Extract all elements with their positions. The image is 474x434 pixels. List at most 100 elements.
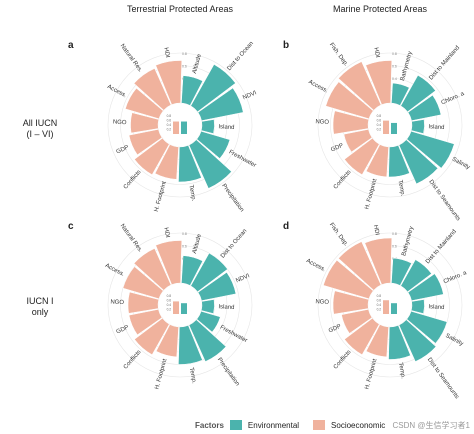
category-label: Temp. [397,362,406,379]
bar-gdp [341,309,373,334]
inner-tick-label: 0.4 [377,123,382,127]
bar-island [201,299,215,314]
bar-hdi [364,237,393,285]
bar-temp [178,145,202,183]
category-label: Temp. [396,180,405,197]
category-label: Island [218,124,234,131]
bar-chloro-a [407,273,444,301]
row-label-iucn-i-line2: only [31,307,49,317]
bar-island [201,119,215,134]
bar-ngo [130,112,159,134]
category-label: Temp. [187,185,196,202]
inner-tick-label: 0.8 [167,294,172,298]
legend-label-environmental: Environmental [247,420,300,430]
ring-tick-label: 0.4 [392,77,397,81]
column-title-terrestrial: Terrestrial Protected Areas [126,4,234,14]
ring-tick-label: 0.8 [392,52,397,56]
category-label: H. Footprint [154,180,168,212]
inner-tick-label: 0.4 [167,303,172,307]
bar-access [122,266,164,300]
category-label: Access. [307,79,329,94]
bar-ndvi [197,271,237,301]
bar-hdi [155,60,182,105]
category-label: H. Footprint [364,178,378,210]
category-label: GDP [116,145,130,156]
grid-circle [107,232,253,378]
ring-tick-label: 0.8 [392,232,397,236]
category-label: Dist to Seamounts [427,179,461,222]
category-label: Fish. Dep. [328,42,349,68]
bar-access [323,259,374,300]
category-label: Access. [305,258,327,273]
ring-tick-label: 0.8 [182,232,187,236]
row-label-all-iucn-line1: All IUCN [22,118,58,128]
bar-precipitation [188,139,232,189]
bar-natural-res [133,248,172,291]
category-label: NGO [110,299,124,306]
category-label: Bathymetry [401,226,415,257]
category-label: HDI [162,227,170,239]
bar-chloro-a [407,94,442,121]
category-label: NGO [315,119,329,126]
category-label: HDI [372,47,380,59]
bar-island [411,299,425,314]
bar-fish-dep [338,241,382,291]
legend-label-socioeconomic: Socioeconomic [331,420,386,430]
category-label: Bathymetry [400,51,414,82]
category-label: Island [428,124,444,131]
inner-bar-socioeconomic [383,120,389,134]
inner-tick-label: 0.6 [377,299,382,303]
bar-h-footprint [155,324,179,358]
bar-conflicts [134,317,170,356]
inner-bar-socioeconomic [173,121,179,134]
legend-title: Factors [195,420,224,430]
bar-h-footprint [365,144,389,178]
inner-bar-socioeconomic [383,300,389,314]
inner-tick-label: 0.2 [377,128,382,132]
category-label: NDVI [235,273,251,284]
bar-gdp [128,129,163,156]
category-label: Fish. Dep. [328,222,349,248]
bar-hdi [155,240,182,285]
row-label-iucn-i-line1: IUCN I [26,296,54,306]
inner-tick-label: 0.6 [377,119,382,123]
bar-freshwater [196,130,231,159]
bar-access [325,81,374,120]
bar-temp [388,145,410,178]
category-label: Altitude [192,233,203,255]
bar-conflicts [344,137,380,176]
category-label: Altitude [192,53,203,75]
category-label: Dist to Ocean [220,228,248,259]
category-label: Dist to Seamounts [426,357,460,400]
bar-gdp [128,309,163,336]
bar-dist-to-mainland [400,259,432,293]
bar-temp [178,325,203,365]
ring-tick-label: 0.6 [392,245,397,249]
category-label: NGO [113,120,127,127]
panel-letter-b: b [283,40,290,51]
bar-h-footprint [154,144,179,180]
category-label: Temp. [188,367,197,384]
category-label: HDI [372,225,380,237]
bar-salinity [406,310,448,344]
category-label: Natural Res. [119,223,144,254]
category-label: NDVI [242,90,258,101]
inner-bar-environmental [391,303,397,314]
bar-altitude [181,75,204,106]
category-label: Freshwater [219,325,248,345]
bar-ngo [332,290,369,315]
bar-h-footprint [365,324,389,358]
category-label: Precipitation [216,357,240,387]
bar-hdi [365,60,392,105]
category-label: GDP [330,143,344,154]
bar-access [125,87,164,120]
category-label: GDP [328,324,342,335]
bar-gdp [343,129,373,153]
category-label: Dist to Mainland [428,45,461,81]
bar-conflicts [134,137,170,176]
ring-tick-label: 0.8 [182,52,187,56]
category-label: Freshwater [228,149,257,169]
inner-tick-label: 0.4 [167,123,172,127]
category-label: Precipitation [220,183,244,213]
